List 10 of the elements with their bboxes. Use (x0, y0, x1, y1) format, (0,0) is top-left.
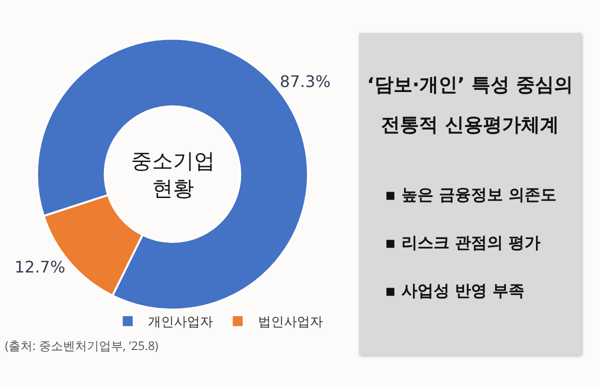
data-label: 12.7% (14, 257, 66, 276)
data-label: 87.3% (280, 72, 331, 91)
text: ▪ 리스크 관점의 평가 (385, 233, 542, 254)
legend-label: 법인사업자 (258, 312, 323, 330)
text: 중소기업 현황 (131, 147, 215, 202)
legend-label: 개인사업자 (148, 312, 213, 330)
text: ▪ 사업성 반영 부족 (385, 281, 526, 302)
text: (출처: 중소벤처기업부, ’25.8) (5, 337, 159, 354)
text: ▪ 높은 금융정보 의존도 (385, 185, 558, 206)
text: ‘담보·개인’ 특성 중심의 전통적 신용평가체계 (366, 73, 574, 138)
